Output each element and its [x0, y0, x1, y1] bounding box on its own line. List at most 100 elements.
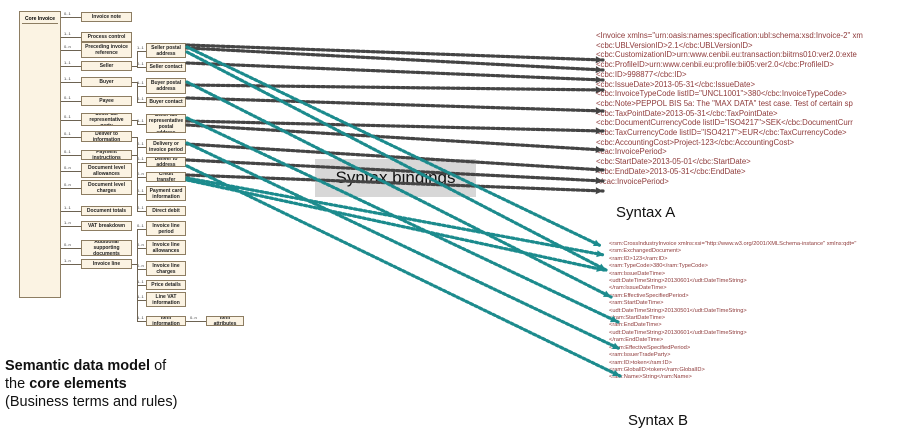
model-node: Item attributes	[206, 316, 244, 326]
model-connector	[61, 226, 81, 227]
model-node: Item information	[146, 316, 186, 326]
xml-line: <cbc:IssueDate>2013-05-31</cbc:IssueDate…	[596, 79, 756, 89]
binding-arrow-b	[185, 116, 620, 324]
model-node: Buyer	[81, 77, 132, 87]
xml-line: </ram:StartDateTime>	[609, 315, 666, 322]
xml-line: <udt:DateTimeString>20130601</udt:DateTi…	[609, 329, 747, 336]
caption-bold-2: core elements	[29, 376, 127, 392]
model-node: Payment instructions	[81, 150, 132, 160]
cardinality-label: 0..n	[190, 315, 197, 320]
xml-line: </ram:EndDateTime>	[609, 337, 664, 344]
xml-line: <cbc:ProfileID>urn:www.cenbii.eu:profile…	[596, 60, 834, 70]
xml-line: <ram:StartDateTime>	[609, 300, 664, 307]
model-connector	[132, 136, 137, 138]
binding-arrow-b-head	[598, 263, 606, 270]
cardinality-label: 0..n	[64, 164, 71, 170]
model-bracket	[137, 82, 138, 102]
model-node: VAT breakdown	[81, 221, 132, 231]
model-connector	[137, 50, 146, 52]
model-node: Seller contact	[146, 62, 186, 72]
xml-line: <cbc:Note>PEPPOL BIS 5a: The "MAX DATA" …	[596, 98, 853, 108]
model-connector	[137, 211, 146, 212]
cardinality-label: 0..n	[137, 171, 144, 176]
model-node: Line VAT information	[146, 292, 186, 307]
model-bracket	[137, 50, 138, 67]
binding-arrow-b	[185, 164, 622, 378]
xml-line: <ram:TypeCode>380</ram:TypeCode>	[609, 263, 708, 270]
core-invoice-root-box: Core Invoice	[19, 11, 61, 298]
model-bracket	[137, 119, 138, 124]
syntax-a-xml: <Invoice xmlns="urn:oasis:names:specific…	[596, 31, 907, 186]
model-bracket	[137, 155, 138, 211]
model-connector	[132, 155, 137, 156]
cardinality-label: 1..1	[64, 205, 71, 210]
cardinality-label: 1..1	[137, 279, 144, 284]
model-connector	[137, 247, 146, 249]
cardinality-label: 1..1	[64, 76, 71, 81]
model-node: Seller	[81, 61, 132, 71]
model-connector	[61, 136, 81, 138]
xml-line: <ram:Name>String</ram:Name>	[609, 374, 692, 381]
model-connector	[137, 86, 146, 87]
model-connector	[132, 119, 137, 121]
model-connector	[61, 264, 81, 265]
xml-line: </ram:EffectiveSpecifiedPeriod>	[609, 344, 691, 351]
xml-line: <cbc:StartDate>2013-05-01</cbc:StartDate…	[596, 157, 751, 167]
xml-line: <cbc:UBLVersionID>2.1</cbc:UBLVersionID>	[596, 40, 753, 50]
binding-arrow-a	[185, 61, 605, 82]
model-connector	[137, 193, 146, 195]
model-connector	[61, 187, 81, 189]
model-connector	[137, 285, 146, 286]
model-connector	[137, 67, 146, 68]
syntax-b-caption: Syntax B	[628, 412, 689, 429]
model-node: Payment card information	[146, 186, 186, 201]
cardinality-label: 1..n	[64, 220, 71, 225]
model-connector	[61, 211, 81, 212]
model-node: Credit transfer	[146, 172, 186, 182]
model-connector	[137, 228, 146, 230]
caption-bold-1: Semantic data model	[5, 358, 151, 374]
cardinality-label: 1..1	[137, 80, 144, 85]
binding-arrow-b	[185, 45, 603, 248]
cardinality-label: 0..1	[137, 205, 144, 210]
model-connector	[137, 123, 146, 125]
model-node: Invoice line period	[146, 221, 186, 236]
xml-line: <cbc:EndDate>2013-05-31</cbc:EndDate>	[596, 166, 746, 176]
xml-line: <ram:EffectiveSpecifiedPeriod>	[609, 292, 689, 299]
model-connector	[61, 82, 81, 83]
xml-line: <cbc:TaxCurrencyCode listID="ISO4217">EU…	[596, 128, 847, 138]
model-connector	[61, 119, 81, 121]
cardinality-label: 1..1	[137, 315, 144, 320]
xml-line: <cbc:ID>998877</cbc:ID>	[596, 69, 687, 79]
model-connector	[61, 66, 81, 67]
model-node: Invoice line allowances	[146, 240, 186, 255]
model-connector	[61, 101, 81, 102]
binding-arrow-a-head	[595, 187, 603, 195]
cardinality-label: 0..1	[64, 11, 71, 16]
model-connector	[132, 66, 137, 67]
model-node: Buyer postal address	[146, 78, 186, 94]
cardinality-label: 1..1	[64, 60, 71, 65]
model-node: Document level allowances	[81, 163, 132, 178]
binding-arrow-a	[185, 43, 605, 62]
binding-arrow-b-head	[596, 265, 604, 272]
model-connector	[137, 162, 146, 163]
semantic-model-caption: Semantic data model of the core elements…	[5, 357, 177, 411]
model-node: Seller tax representative party	[81, 113, 132, 126]
caption-pre-2: the	[5, 376, 30, 392]
model-connector	[61, 248, 81, 249]
model-node: Deliver to address	[146, 157, 186, 167]
xml-line: </cac:InvoicePeriod>	[596, 176, 669, 186]
model-node: Price details	[146, 280, 186, 290]
cardinality-label: 0..n	[64, 181, 71, 187]
model-connector	[186, 321, 206, 322]
cardinality-label: 0..1	[137, 187, 144, 193]
cardinality-label: 0..1	[64, 149, 71, 154]
cardinality-label: 1..1	[64, 31, 71, 36]
model-connector	[61, 50, 81, 51]
model-connector	[61, 37, 81, 38]
model-node: Additional supporting documents	[81, 240, 132, 256]
xml-line: <ram:IssueDateTime>	[609, 270, 666, 277]
model-node: Invoice line charges	[146, 261, 186, 276]
model-node: Deliver to information	[81, 131, 132, 142]
